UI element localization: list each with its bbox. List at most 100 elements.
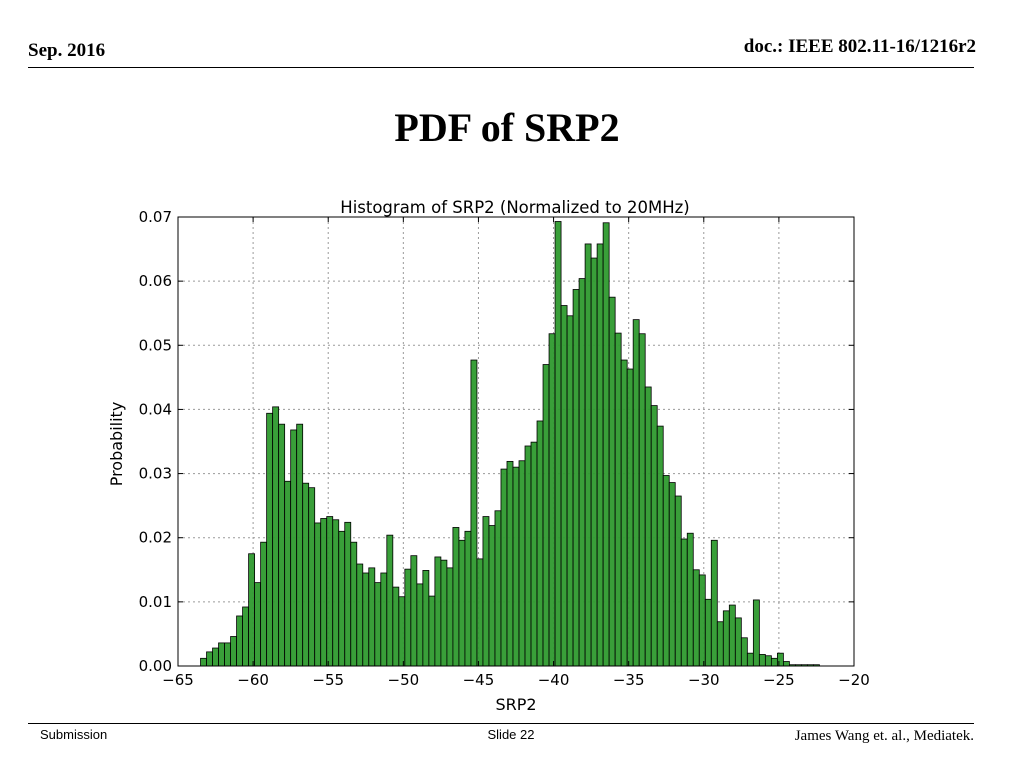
histogram-bar xyxy=(710,539,718,667)
histogram-bar xyxy=(626,368,634,667)
x-tick-label: −45 xyxy=(463,671,495,689)
histogram-bar xyxy=(770,657,778,667)
histogram-bar xyxy=(662,475,670,667)
histogram-bar xyxy=(698,574,706,667)
x-tick-label: −60 xyxy=(237,671,269,689)
y-tick-label: 0.05 xyxy=(139,336,172,354)
histogram-bar xyxy=(326,516,334,667)
plot-frame xyxy=(177,216,855,667)
y-tick-label: 0.00 xyxy=(139,657,172,675)
histogram-bar xyxy=(560,305,568,667)
histogram-bar xyxy=(470,359,478,667)
histogram-bar xyxy=(584,243,592,667)
y-tick-label: 0.07 xyxy=(139,208,172,226)
histogram-bar xyxy=(392,586,400,667)
histogram-bar xyxy=(668,482,676,667)
histogram-bar xyxy=(506,460,514,667)
histogram-bar xyxy=(746,652,754,667)
footer-divider xyxy=(28,723,974,724)
y-tick-label: 0.03 xyxy=(139,465,172,483)
histogram-bar xyxy=(536,420,544,667)
histogram-bar xyxy=(350,541,358,667)
histogram-bar xyxy=(464,530,472,667)
histogram-bar xyxy=(248,553,256,667)
x-tick-label: −50 xyxy=(388,671,420,689)
y-tick-label: 0.02 xyxy=(139,529,172,547)
histogram-bar xyxy=(554,221,562,667)
x-axis-label: SRP2 xyxy=(495,695,536,714)
x-tick-label: −30 xyxy=(688,671,720,689)
histogram-bar xyxy=(380,572,388,667)
histogram-bar xyxy=(512,466,520,667)
histogram-bars xyxy=(200,221,820,667)
histogram-bar xyxy=(650,405,658,667)
histogram-bar xyxy=(734,617,742,667)
histogram-bar xyxy=(422,570,430,667)
x-tick-label: −40 xyxy=(538,671,570,689)
histogram-bar xyxy=(410,555,418,667)
x-tick-label: −65 xyxy=(162,671,194,689)
y-tick-label: 0.01 xyxy=(139,593,172,611)
histogram-bar xyxy=(752,599,760,667)
histogram-bar xyxy=(338,530,346,667)
histogram-bar xyxy=(404,568,412,667)
axis-ticks: −65 −60 −55 −50 −45 −40 −35 −30 −25 −20 0.00 0.01 0.… xyxy=(139,208,870,689)
histogram-bar xyxy=(776,652,784,667)
histogram-bar xyxy=(242,606,250,667)
histogram-bar xyxy=(716,621,724,667)
histogram-bar xyxy=(764,655,772,667)
y-tick-label: 0.04 xyxy=(139,400,172,418)
histogram-bar xyxy=(782,661,790,667)
histogram-bar xyxy=(314,522,322,667)
histogram-bar xyxy=(638,333,646,667)
histogram-bar xyxy=(602,222,610,667)
histogram-bar xyxy=(272,406,280,667)
histogram-bar xyxy=(296,423,304,667)
document-id: doc.: IEEE 802.11-16/1216r2 xyxy=(743,36,976,57)
histogram-bar xyxy=(620,359,628,667)
histogram-bar xyxy=(596,243,604,667)
histogram-bar xyxy=(284,480,292,667)
histogram-bar xyxy=(704,598,712,667)
histogram-bar xyxy=(500,468,508,667)
histogram-bar xyxy=(590,257,598,667)
y-axis-label: Probability xyxy=(107,402,126,487)
histogram-bar xyxy=(632,319,640,667)
histogram-bar xyxy=(728,604,736,667)
histogram-bar xyxy=(266,412,274,667)
histogram-bar xyxy=(302,482,310,667)
histogram-bar xyxy=(308,487,316,667)
histogram-bar xyxy=(224,642,231,667)
histogram-bar xyxy=(530,441,538,667)
histogram-bar xyxy=(452,527,460,667)
header-divider xyxy=(28,67,974,68)
histogram-bar xyxy=(680,538,688,667)
histogram-bar xyxy=(374,582,382,667)
histogram-bar xyxy=(356,563,364,667)
histogram-bar xyxy=(572,289,580,667)
histogram-bar xyxy=(428,595,436,667)
histogram-bar xyxy=(218,642,225,667)
histogram-bar xyxy=(656,425,664,667)
histogram-bar xyxy=(758,654,766,667)
histogram-bar xyxy=(524,445,532,667)
slide-date: Sep. 2016 xyxy=(28,40,106,61)
x-tick-label: −20 xyxy=(838,671,870,689)
histogram-bar xyxy=(542,364,550,667)
histogram-bar xyxy=(344,521,352,667)
histogram-bar xyxy=(740,637,748,667)
x-tick-label: −55 xyxy=(312,671,344,689)
x-tick-label: −25 xyxy=(763,671,795,689)
histogram-bar xyxy=(614,332,622,667)
histogram-bar xyxy=(230,636,237,667)
histogram-bar xyxy=(458,539,466,667)
histogram-bar xyxy=(200,657,207,667)
histogram-bar xyxy=(446,567,454,667)
chart-title: Histogram of SRP2 (Normalized to 20MHz) xyxy=(340,198,689,217)
histogram-bar xyxy=(398,596,406,667)
histogram-bar xyxy=(332,519,340,667)
histogram-bar xyxy=(722,610,730,667)
histogram-bar xyxy=(260,541,268,667)
footer-author: James Wang et. al., Mediatek. xyxy=(794,728,974,744)
